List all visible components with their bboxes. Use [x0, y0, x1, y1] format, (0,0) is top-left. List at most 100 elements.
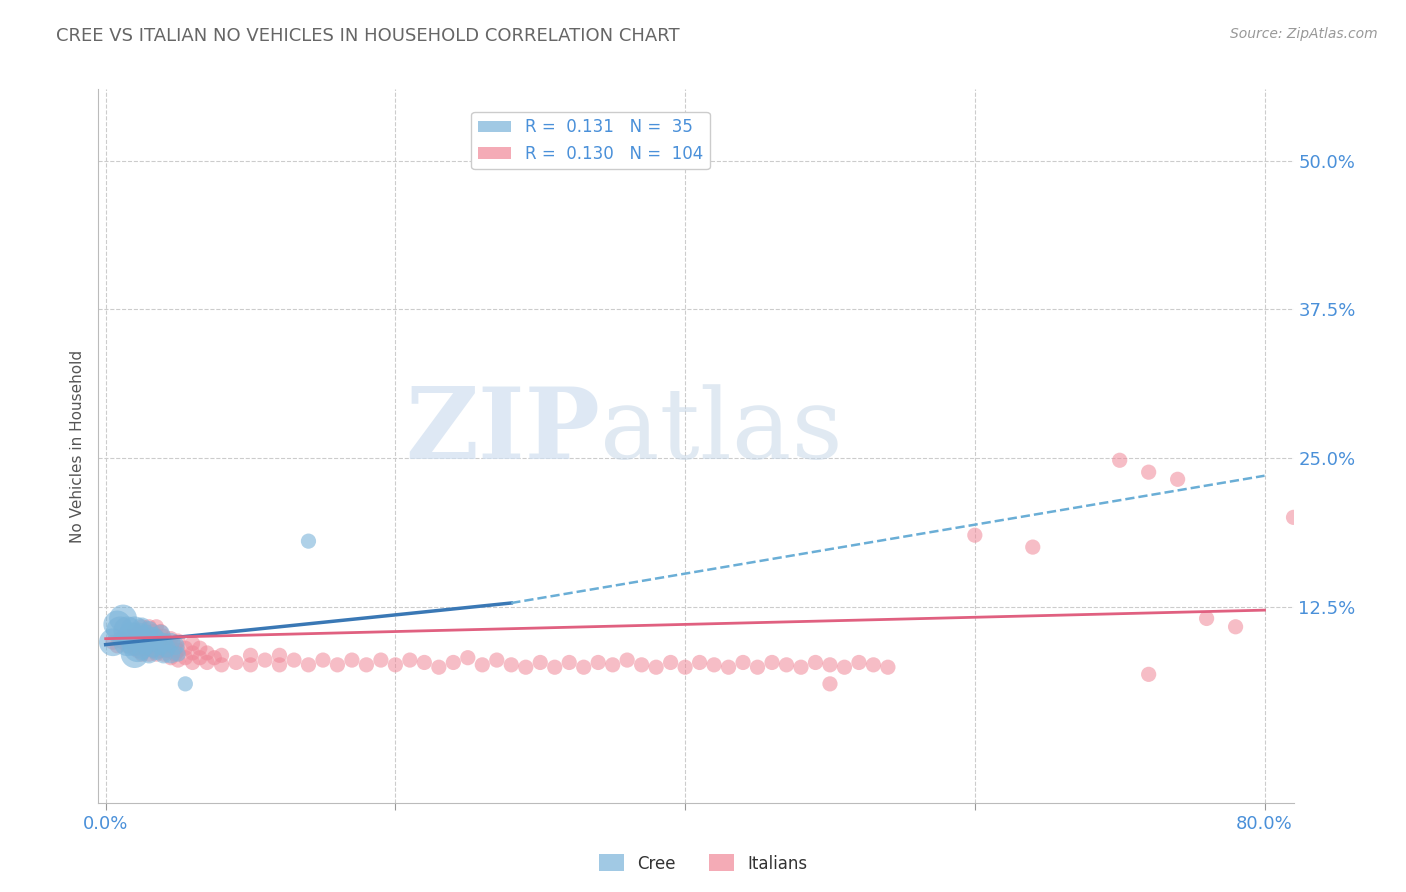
- Point: [127, 643, 149, 657]
- Point: [181, 656, 204, 670]
- Point: [138, 639, 160, 653]
- Point: [138, 647, 160, 661]
- Point: [877, 660, 900, 674]
- Point: [790, 660, 813, 674]
- Point: [167, 634, 190, 648]
- Point: [112, 611, 135, 625]
- Point: [155, 641, 177, 656]
- Point: [152, 647, 174, 661]
- Point: [174, 641, 197, 656]
- Point: [152, 635, 174, 649]
- Point: [225, 656, 247, 670]
- Point: [149, 639, 172, 653]
- Point: [160, 632, 183, 646]
- Point: [145, 639, 167, 653]
- Point: [138, 629, 160, 643]
- Point: [124, 635, 146, 649]
- Point: [160, 635, 183, 649]
- Legend: R =  0.131   N =  35, R =  0.130   N =  104: R = 0.131 N = 35, R = 0.130 N = 104: [471, 112, 710, 169]
- Point: [659, 656, 682, 670]
- Point: [135, 627, 157, 641]
- Point: [1167, 472, 1189, 486]
- Point: [202, 650, 225, 665]
- Point: [160, 647, 183, 661]
- Point: [145, 632, 167, 646]
- Point: [131, 620, 153, 634]
- Point: [152, 639, 174, 653]
- Point: [239, 657, 262, 672]
- Point: [131, 629, 153, 643]
- Point: [862, 657, 884, 672]
- Point: [340, 653, 363, 667]
- Point: [160, 650, 183, 665]
- Point: [138, 620, 160, 634]
- Point: [529, 656, 551, 670]
- Point: [131, 632, 153, 646]
- Text: atlas: atlas: [600, 384, 844, 480]
- Point: [174, 677, 197, 691]
- Point: [834, 660, 856, 674]
- Point: [297, 534, 319, 549]
- Point: [145, 647, 167, 661]
- Point: [142, 643, 165, 657]
- Point: [269, 657, 291, 672]
- Point: [149, 634, 172, 648]
- Point: [963, 528, 986, 542]
- Point: [127, 627, 149, 641]
- Point: [269, 648, 291, 663]
- Point: [135, 639, 157, 653]
- Point: [142, 641, 165, 656]
- Point: [731, 656, 754, 670]
- Point: [108, 624, 131, 638]
- Point: [1195, 611, 1218, 625]
- Point: [717, 660, 740, 674]
- Point: [165, 639, 187, 653]
- Point: [427, 660, 450, 674]
- Point: [124, 624, 146, 638]
- Point: [131, 639, 153, 653]
- Point: [645, 660, 668, 674]
- Point: [1022, 540, 1045, 554]
- Point: [142, 624, 165, 639]
- Point: [105, 617, 128, 632]
- Point: [818, 657, 841, 672]
- Point: [145, 620, 167, 634]
- Point: [586, 656, 609, 670]
- Point: [761, 656, 783, 670]
- Point: [1225, 620, 1247, 634]
- Point: [117, 635, 139, 649]
- Point: [174, 650, 197, 665]
- Point: [689, 656, 711, 670]
- Point: [155, 643, 177, 657]
- Point: [124, 624, 146, 638]
- Point: [149, 643, 172, 657]
- Point: [616, 653, 638, 667]
- Point: [471, 657, 494, 672]
- Point: [211, 648, 233, 663]
- Point: [142, 629, 165, 643]
- Point: [135, 641, 157, 656]
- Point: [188, 641, 211, 656]
- Point: [117, 624, 139, 638]
- Point: [124, 647, 146, 661]
- Point: [399, 653, 422, 667]
- Point: [135, 632, 157, 646]
- Point: [149, 624, 172, 639]
- Text: ZIP: ZIP: [405, 384, 600, 480]
- Point: [138, 647, 160, 661]
- Point: [127, 629, 149, 643]
- Point: [572, 660, 595, 674]
- Point: [558, 656, 581, 670]
- Point: [160, 641, 183, 656]
- Point: [105, 639, 128, 653]
- Point: [131, 647, 153, 661]
- Point: [1137, 465, 1160, 479]
- Point: [145, 629, 167, 643]
- Point: [165, 639, 187, 653]
- Text: Source: ZipAtlas.com: Source: ZipAtlas.com: [1230, 27, 1378, 41]
- Point: [149, 627, 172, 641]
- Point: [101, 635, 124, 649]
- Point: [501, 657, 523, 672]
- Point: [1282, 510, 1305, 524]
- Point: [848, 656, 870, 670]
